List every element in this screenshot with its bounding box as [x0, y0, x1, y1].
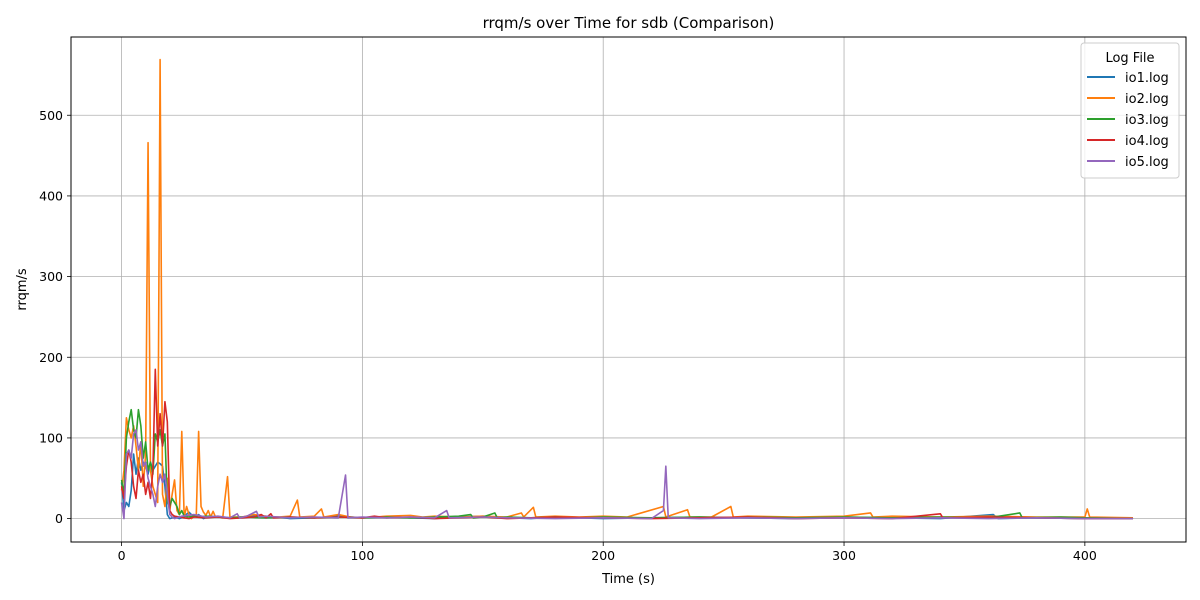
y-tick-label: 0: [55, 511, 63, 526]
legend-item: io5.log: [1087, 155, 1169, 170]
y-tick-label: 300: [39, 269, 63, 284]
x-tick-label: 0: [118, 548, 126, 563]
x-tick-label: 100: [350, 548, 374, 563]
y-axis-title: rrqm/s: [15, 268, 30, 311]
legend-label: io5.log: [1125, 155, 1169, 170]
series-line-io5-log: [120, 429, 1134, 520]
legend-label: io3.log: [1125, 113, 1169, 128]
legend-title: Log File: [1105, 51, 1154, 66]
legend-item: io2.log: [1087, 92, 1169, 107]
chart-title: rrqm/s over Time for sdb (Comparison): [483, 14, 775, 32]
x-axis-title: Time (s): [601, 572, 655, 587]
legend-label: io1.log: [1125, 71, 1169, 86]
x-tick-label: 200: [591, 548, 615, 563]
series-lines: [120, 58, 1134, 520]
y-tick-label: 500: [39, 108, 63, 123]
legend-label: io2.log: [1125, 92, 1169, 107]
legend-label: io4.log: [1125, 134, 1169, 149]
x-tick-label: 400: [1073, 548, 1097, 563]
legend-item: io3.log: [1087, 113, 1169, 128]
y-tick-label: 400: [39, 188, 63, 203]
legend-item: io1.log: [1087, 71, 1169, 86]
legend: Log File io1.log io2.log io3.log io4.log io5…: [1080, 42, 1180, 179]
grid: [71, 37, 1186, 542]
plot-area-frame: [70, 36, 1187, 543]
x-tick-label: 300: [832, 548, 856, 563]
legend-item: io4.log: [1087, 134, 1169, 149]
y-tick-label: 200: [39, 350, 63, 365]
axis-ticks: 0 100 200 300 400 0 100 200 300 400 500: [39, 108, 1097, 563]
legend-items: io1.log io2.log io3.log io4.log io5.log: [1087, 71, 1169, 170]
y-tick-label: 100: [39, 430, 63, 445]
